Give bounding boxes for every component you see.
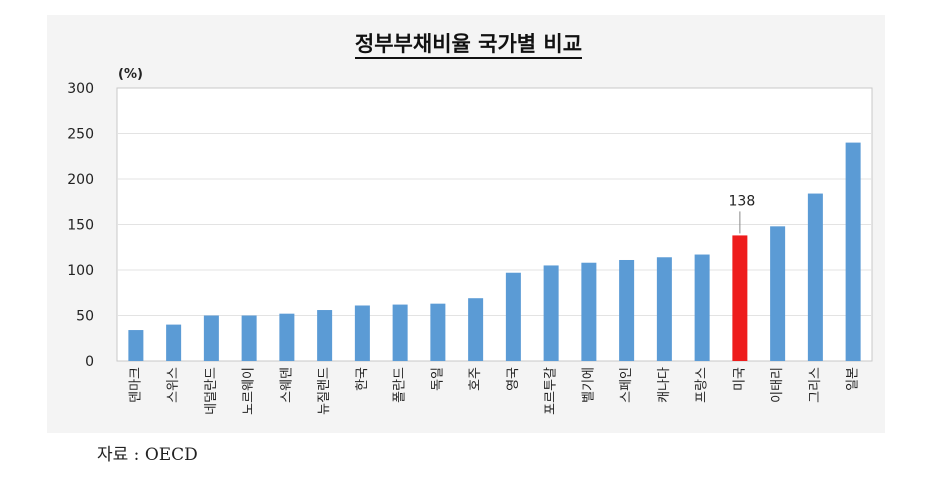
x-tick-label: 네덜란드 [204,367,219,415]
x-tick-label: 스웨덴 [279,367,294,403]
x-tick-label: 미국 [732,367,747,391]
x-tick-label: 프랑스 [695,367,710,403]
bar-16 [694,254,710,361]
x-tick-label: 영국 [506,367,521,391]
bar-2 [166,324,182,361]
y-tick-label: 200 [67,172,94,188]
bar-13 [581,262,597,361]
unit-label: (%) [118,67,143,82]
annotations: 138 [729,193,756,234]
x-tick-label: 독일 [430,367,445,391]
bar-18 [770,226,786,361]
bar-7 [354,305,370,361]
x-axis-labels: 덴마크 스위스 네덜란드 노르웨이 스웨덴 뉴질랜드 한국 폴란드 독일 호주 영국 포르투갈 벨기에 스… [128,367,860,415]
x-tick-label: 뉴질랜드 [317,367,332,415]
bar-11 [505,272,521,361]
bar-14 [619,259,635,361]
x-tick-label: 스위스 [166,367,181,403]
x-tick-label: 한국 [355,367,370,391]
bar-3 [203,315,219,361]
chart-title: 정부부채비율 국가별 비교 [0,28,937,59]
bar-12 [543,265,559,361]
bar-5 [279,313,295,361]
bar-9 [430,303,446,361]
x-tick-label: 이태리 [770,367,785,403]
bar-1 [128,330,144,361]
x-tick-label: 노르웨이 [242,367,257,415]
x-tick-label: 벨기에 [581,367,596,403]
bar-17 [732,235,748,361]
y-tick-label: 250 [67,127,94,143]
y-tick-label: 300 [67,81,94,97]
source-note: 자료 : OECD [97,445,198,465]
y-tick-label: 100 [67,263,94,279]
y-tick-label: 0 [85,354,94,370]
bar-10 [468,298,484,361]
bar-15 [656,257,672,361]
bar-6 [317,310,333,361]
x-tick-label: 캐나다 [657,367,672,403]
x-tick-label: 포르투갈 [544,367,559,415]
y-tick-label: 150 [67,218,94,234]
bar-4 [241,315,257,361]
x-tick-label: 그리스 [808,367,823,403]
x-tick-label: 호주 [468,367,483,391]
y-axis-ticks: 0 50 100 150 200 250 300 [67,81,94,370]
x-tick-label: 덴마크 [128,367,143,403]
bar-20 [845,142,861,361]
x-tick-label: 폴란드 [393,367,408,403]
x-tick-label: 일본 [846,367,861,391]
bar-19 [807,193,823,361]
highlight-data-label: 138 [729,193,756,209]
x-tick-label: 스페인 [619,367,634,403]
bars [128,142,861,361]
y-tick-label: 50 [76,309,94,325]
bar-8 [392,304,408,361]
